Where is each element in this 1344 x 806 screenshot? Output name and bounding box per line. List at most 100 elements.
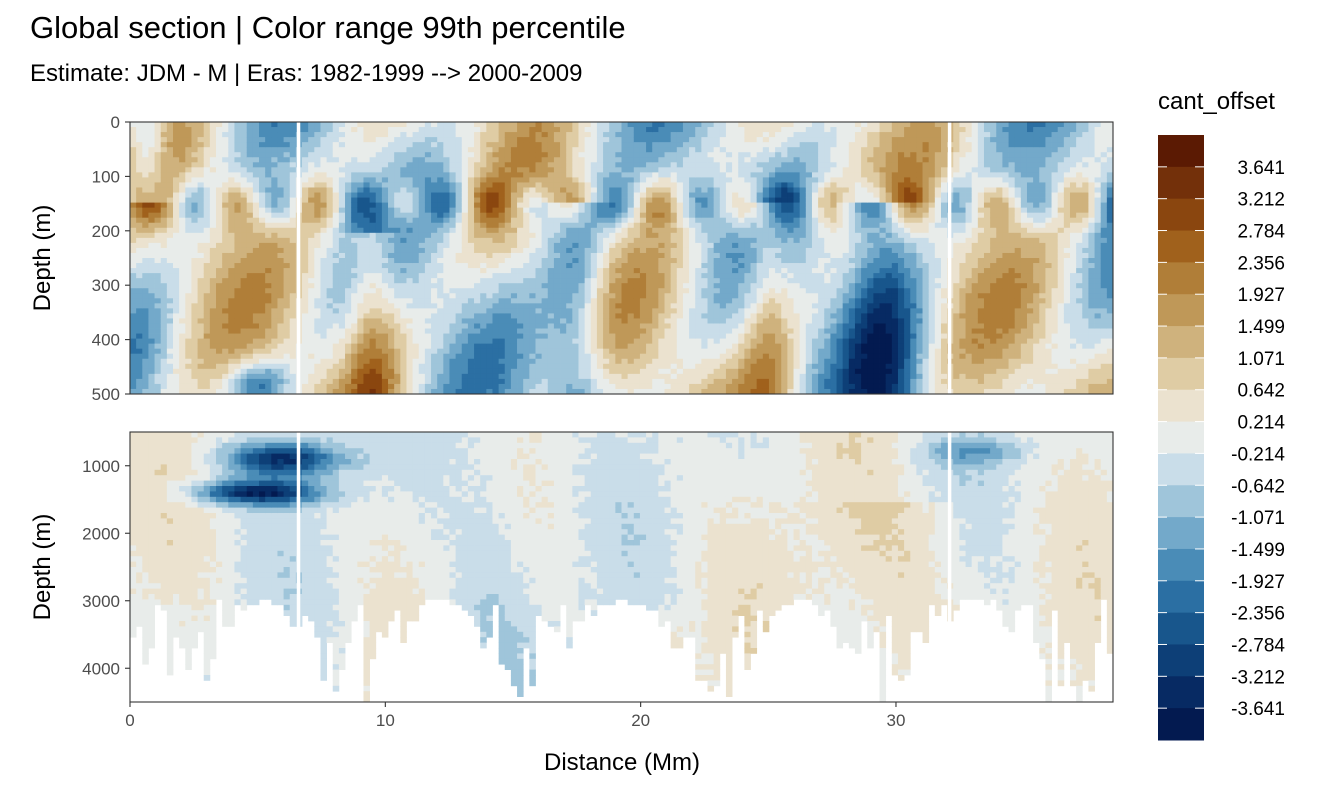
heatmap-cell bbox=[670, 278, 678, 284]
heatmap-cell bbox=[412, 323, 420, 329]
heatmap-cell bbox=[185, 177, 192, 183]
heatmap-cell bbox=[646, 298, 653, 304]
heatmap-cell bbox=[480, 207, 487, 214]
heatmap-cell bbox=[572, 383, 579, 390]
heatmap-cell bbox=[222, 298, 229, 304]
heatmap-cell bbox=[277, 343, 284, 350]
heatmap-cell bbox=[246, 363, 254, 370]
heatmap-cell bbox=[369, 328, 377, 334]
heatmap-cell bbox=[259, 177, 266, 183]
heatmap-cell bbox=[185, 147, 192, 153]
heatmap-cell bbox=[492, 247, 500, 254]
heatmap-cell bbox=[271, 303, 278, 309]
heatmap-cell bbox=[682, 318, 690, 324]
heatmap-cell bbox=[664, 368, 672, 375]
heatmap-cell bbox=[173, 288, 180, 294]
heatmap-cell bbox=[302, 373, 309, 380]
heatmap-cell bbox=[320, 187, 327, 193]
heatmap-cell bbox=[584, 247, 592, 254]
heatmap-cell bbox=[578, 222, 586, 229]
heatmap-cell bbox=[510, 378, 518, 385]
heatmap-cell bbox=[676, 373, 684, 380]
heatmap-cell bbox=[394, 132, 401, 138]
heatmap-cell bbox=[345, 333, 352, 339]
heatmap-cell bbox=[216, 293, 223, 299]
heatmap-cell bbox=[639, 182, 647, 188]
heatmap-cell bbox=[191, 298, 198, 304]
heatmap-cell bbox=[363, 147, 370, 153]
heatmap-cell bbox=[517, 132, 524, 138]
heatmap-cell bbox=[590, 132, 598, 138]
heatmap-cell bbox=[627, 122, 635, 128]
heatmap-cell bbox=[308, 373, 315, 380]
heatmap-cell bbox=[627, 298, 635, 304]
heatmap-cell bbox=[308, 127, 315, 133]
heatmap-cell bbox=[252, 308, 260, 314]
heatmap-cell bbox=[664, 227, 672, 234]
heatmap-cell bbox=[160, 268, 168, 274]
heatmap-cell bbox=[142, 217, 149, 224]
heatmap-cell bbox=[216, 137, 223, 143]
heatmap-cell bbox=[455, 237, 463, 244]
heatmap-cell bbox=[689, 162, 696, 168]
heatmap-cell bbox=[695, 252, 702, 259]
heatmap-cell bbox=[179, 323, 186, 329]
heatmap-cell bbox=[547, 172, 555, 178]
heatmap-cell bbox=[609, 157, 616, 163]
heatmap-cell bbox=[136, 268, 143, 274]
heatmap-cell bbox=[332, 358, 340, 365]
heatmap-cell bbox=[480, 358, 487, 365]
heatmap-cell bbox=[418, 202, 426, 209]
heatmap-cell bbox=[529, 373, 536, 380]
heatmap-cell bbox=[130, 132, 137, 138]
heatmap-cell bbox=[627, 293, 635, 299]
heatmap-cell bbox=[633, 152, 641, 158]
heatmap-cell bbox=[394, 273, 401, 279]
heatmap-cell bbox=[529, 137, 536, 143]
heatmap-cell bbox=[560, 298, 567, 304]
heatmap-cell bbox=[388, 192, 395, 198]
heatmap-cell bbox=[369, 162, 377, 168]
heatmap-cell bbox=[504, 142, 512, 148]
heatmap-cell bbox=[492, 162, 500, 168]
heatmap-cell bbox=[406, 142, 414, 148]
heatmap-cell bbox=[658, 358, 665, 365]
heatmap-cell bbox=[363, 222, 370, 229]
heatmap-cell bbox=[510, 212, 518, 219]
heatmap-cell bbox=[504, 263, 512, 269]
heatmap-cell bbox=[627, 217, 635, 224]
heatmap-cell bbox=[461, 263, 469, 269]
heatmap-cell bbox=[523, 328, 530, 334]
heatmap-cell bbox=[222, 258, 229, 264]
heatmap-cell bbox=[289, 212, 297, 219]
heatmap-cell bbox=[216, 127, 223, 133]
heatmap-cell bbox=[277, 147, 284, 153]
heatmap-cell bbox=[437, 328, 444, 334]
heatmap-cell bbox=[160, 122, 168, 128]
heatmap-cell bbox=[461, 147, 469, 153]
heatmap-cell bbox=[670, 308, 678, 314]
heatmap-cell bbox=[547, 363, 555, 370]
heatmap-cell bbox=[308, 333, 315, 339]
heatmap-cell bbox=[553, 142, 561, 148]
heatmap-cell bbox=[173, 152, 180, 158]
heatmap-cell bbox=[197, 328, 205, 334]
heatmap-cell bbox=[523, 308, 530, 314]
heatmap-cell bbox=[529, 232, 536, 239]
heatmap-cell bbox=[222, 162, 229, 168]
heatmap-cell bbox=[603, 313, 610, 319]
heatmap-cell bbox=[560, 212, 567, 219]
heatmap-cell bbox=[517, 268, 524, 274]
heatmap-cell bbox=[191, 293, 198, 299]
heatmap-cell bbox=[173, 323, 180, 329]
heatmap-cell bbox=[351, 197, 358, 203]
heatmap-cell bbox=[431, 122, 438, 128]
heatmap-cell bbox=[302, 323, 309, 329]
heatmap-cell bbox=[443, 333, 450, 339]
heatmap-cell bbox=[449, 328, 457, 334]
heatmap-cell bbox=[234, 283, 241, 289]
heatmap-cell bbox=[627, 333, 635, 339]
heatmap-cell bbox=[584, 298, 592, 304]
heatmap-cell bbox=[222, 283, 229, 289]
heatmap-cell bbox=[338, 167, 346, 173]
